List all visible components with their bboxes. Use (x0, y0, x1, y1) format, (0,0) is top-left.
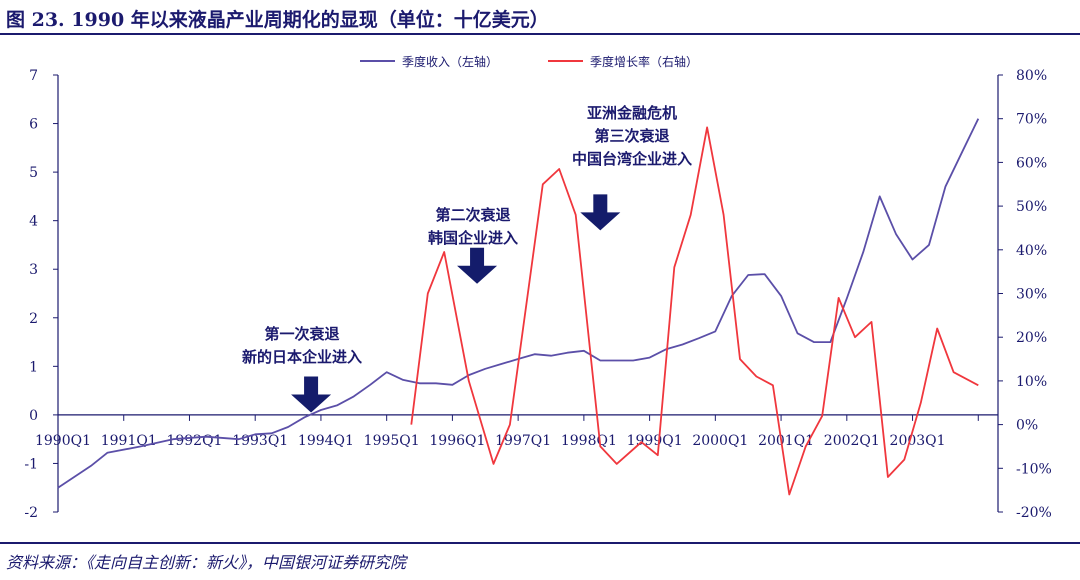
x-axis: 1990Q1 1991Q1 1992Q1 1993Q1 1994Q1 1995Q1 1996… (35, 414, 979, 449)
y-right-tick-label: 50% (1016, 199, 1047, 215)
annotation-text: 韩国企业进入 (428, 229, 518, 247)
y-left-tick-label: 7 (29, 68, 38, 84)
series-line-growth (410, 126, 979, 496)
x-tick-label: 1990Q1 (35, 433, 91, 449)
annotation-text: 第二次衰退 (435, 206, 510, 224)
y-axis-left: -2 -1 0 1 2 3 4 5 6 7 (24, 68, 58, 521)
annotation-arrow-icon (291, 376, 332, 413)
x-tick-label: 2003Q1 (890, 433, 946, 449)
y-right-tick-label: 70% (1016, 112, 1047, 128)
y-left-tick-label: 4 (29, 214, 38, 230)
x-tick-label: 1994Q1 (298, 433, 354, 449)
annotation-text: 新的日本企业进入 (242, 348, 362, 366)
series-line-revenue (57, 118, 980, 489)
legend-item-revenue-label: 季度收入（左轴） (402, 54, 498, 69)
legend: 季度收入（左轴） 季度增长率（右轴） (360, 54, 698, 69)
x-tick-label: 2002Q1 (824, 433, 880, 449)
chart-canvas: -2 -1 0 1 2 3 4 5 6 7 -20% -10% 0% 10% 20% 30% 40% 50% 60… (24, 54, 1052, 521)
y-right-tick-label: -10% (1016, 461, 1052, 477)
y-left-tick-label: 6 (29, 117, 38, 133)
annotation-text: 第一次衰退 (264, 325, 339, 343)
x-tick-label: 2001Q1 (758, 433, 814, 449)
footer-rule (0, 542, 1080, 544)
annotation-text: 亚洲金融危机 (587, 104, 677, 122)
y-right-tick-label: 30% (1016, 287, 1047, 303)
title-bar: 图 23. 1990 年以来液晶产业周期化的显现（单位：十亿美元） (0, 0, 1080, 35)
y-right-tick-label: 80% (1016, 68, 1047, 84)
y-right-tick-label: 0% (1016, 418, 1038, 434)
chart-title: 图 23. 1990 年以来液晶产业周期化的显现（单位：十亿美元） (6, 9, 549, 31)
annotation-arrow-icon (580, 194, 621, 231)
x-tick-label: 1997Q1 (495, 433, 551, 449)
y-right-tick-label: 10% (1016, 374, 1047, 390)
x-tick-label: 1999Q1 (627, 433, 683, 449)
y-left-tick-label: 0 (29, 408, 38, 424)
x-tick-label: 1992Q1 (166, 433, 222, 449)
x-tick-label: 2000Q1 (692, 433, 748, 449)
x-tick-label: 1991Q1 (101, 433, 157, 449)
y-left-tick-label: 3 (29, 262, 38, 278)
y-right-tick-label: 20% (1016, 330, 1047, 346)
y-left-tick-label: -2 (24, 505, 38, 521)
annotation-arrow-icon (457, 247, 498, 284)
annotation-text: 第三次衰退 (594, 127, 669, 145)
x-tick-label: 1995Q1 (364, 433, 420, 449)
x-tick-label: 1996Q1 (429, 433, 485, 449)
y-left-tick-label: 1 (29, 359, 38, 375)
legend-item-growth-label: 季度增长率（右轴） (590, 54, 698, 69)
x-tick-label: 1998Q1 (561, 433, 617, 449)
source-note: 资料来源：《走向自主创新：新火》，中国银河证券研究院 (6, 553, 407, 572)
y-right-tick-label: -20% (1016, 505, 1052, 521)
y-left-tick-label: -1 (24, 456, 38, 472)
y-left-tick-label: 2 (29, 311, 38, 327)
y-right-tick-label: 60% (1016, 155, 1047, 171)
annotation-text: 中国台湾企业进入 (572, 150, 692, 168)
y-right-tick-label: 40% (1016, 243, 1047, 259)
series-lines (57, 118, 980, 496)
y-axis-right: -20% -10% 0% 10% 20% 30% 40% 50% 60% 70% 80% (998, 68, 1052, 521)
y-left-tick-label: 5 (29, 165, 38, 181)
x-tick-label: 1993Q1 (232, 433, 288, 449)
title-rule (0, 33, 1080, 35)
